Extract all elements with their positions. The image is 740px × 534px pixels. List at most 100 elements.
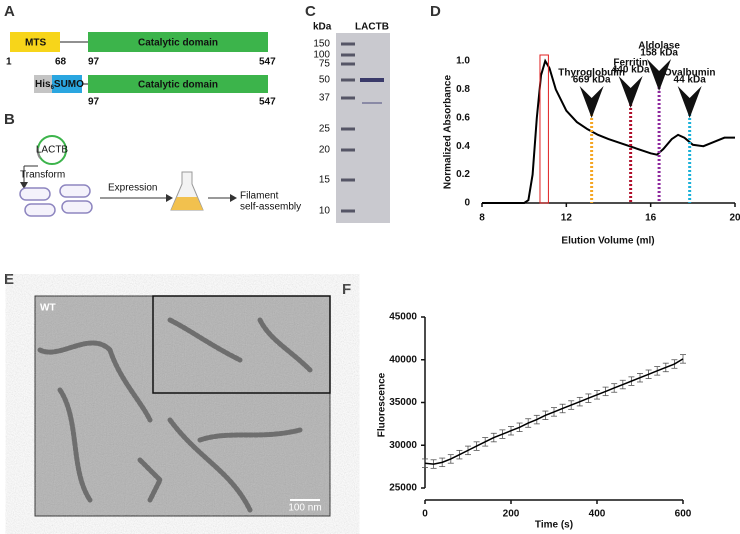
cell	[24, 203, 56, 217]
plasmid-insert	[36, 147, 41, 159]
x-tick-label: 200	[503, 509, 520, 520]
marker-arrow	[618, 76, 643, 108]
em-grain	[35, 296, 330, 516]
cell	[19, 187, 51, 201]
panel-label: B	[4, 111, 15, 128]
marker-size: 440 kDa	[612, 65, 650, 76]
marker-name: Aldolase	[638, 41, 680, 52]
y-tick-label: 0.8	[456, 84, 470, 95]
x-tick-label: 16	[645, 213, 657, 224]
y-tick-label: 0.4	[456, 141, 470, 152]
marker-arrow	[677, 86, 702, 118]
y-tick-label: 40000	[389, 354, 417, 365]
y-axis-label: Fluorescence	[377, 372, 388, 437]
filaments	[37, 317, 313, 513]
plasmid-label: LACTB	[36, 145, 69, 156]
filament	[37, 340, 113, 355]
ladder-band	[341, 53, 355, 57]
x-axis-label: Elution Volume (ml)	[561, 236, 654, 247]
y-tick-label: 35000	[389, 397, 417, 408]
workflow: LACTB Transform Expression Filament self…	[19, 135, 301, 217]
step-label: Transform	[20, 170, 65, 181]
x-tick-label: 8	[479, 213, 485, 224]
domain-diagram: MTS Catalytic domain 1 68 97 547 His6SUM…	[6, 32, 276, 108]
marker-size: 44 kDa	[674, 75, 707, 86]
y-tick-label: 0.2	[456, 169, 470, 180]
domain-label: Catalytic domain	[138, 38, 218, 49]
marker-label: 20	[319, 145, 331, 156]
y-tick-label: 45000	[389, 312, 417, 323]
his-sub: 6	[51, 85, 55, 91]
filament	[197, 427, 303, 443]
x-tick-label: 12	[561, 213, 573, 224]
x-tick-label: 0	[422, 509, 428, 520]
step-label: Expression	[108, 183, 157, 194]
panel-label: F	[342, 281, 351, 298]
y-axis-label: Normalized Absorbance	[443, 75, 454, 190]
his-tag	[34, 75, 52, 93]
ladder-band	[341, 96, 355, 100]
cell	[59, 184, 91, 198]
panel-label: E	[4, 271, 14, 288]
marker-label: 150	[313, 39, 330, 50]
filament	[107, 347, 153, 423]
ladder-band	[341, 148, 355, 152]
step-label: Filament	[240, 191, 279, 202]
marker-label: 10	[319, 206, 331, 217]
domain-label: MTS	[25, 38, 46, 49]
sumo: SUMO	[54, 79, 84, 90]
filament	[167, 317, 243, 363]
position: 97	[88, 97, 100, 108]
inset-frame	[152, 295, 331, 394]
panel-label: A	[4, 3, 15, 20]
marker-name: Ovalbumin	[664, 68, 716, 79]
ladder-band	[341, 42, 355, 46]
ladder-band	[341, 78, 355, 82]
marker-size: 669 kDa	[573, 75, 611, 86]
cells	[19, 184, 93, 217]
marker-arrow	[579, 86, 604, 118]
filament	[257, 317, 313, 373]
marker-name: Ferritin	[613, 58, 647, 69]
tag-label: His6SUMO	[35, 79, 84, 91]
marker-label: 25	[319, 124, 331, 135]
sumo-tag	[52, 75, 82, 93]
marker-arrow	[647, 59, 672, 91]
highlight-box	[539, 54, 549, 204]
filament	[167, 417, 253, 513]
position: 68	[55, 57, 67, 68]
lane-label: LACTB	[355, 22, 389, 33]
marker-label: 50	[319, 75, 331, 86]
gel-unit: kDa	[313, 22, 332, 33]
micrograph: WT 100 nm	[34, 295, 331, 517]
flask-media	[171, 197, 203, 210]
position: 97	[88, 57, 100, 68]
x-tick-label: 400	[589, 509, 606, 520]
marker-label: 100	[313, 50, 330, 61]
protein-band	[362, 102, 382, 104]
x-axis-label: Time (s)	[535, 520, 573, 531]
step-label: self-assembly	[240, 202, 301, 213]
panel-label: D	[430, 3, 441, 20]
marker-label: 37	[319, 93, 331, 104]
sample-label: WT	[40, 303, 56, 314]
ladder-band	[341, 127, 355, 131]
y-tick-label: 0.6	[456, 112, 470, 123]
ladder-band	[341, 178, 355, 182]
catalytic-domain	[88, 75, 268, 93]
line	[424, 358, 684, 465]
protein-band	[360, 78, 384, 82]
position: 1	[6, 57, 12, 68]
x-tick-label: 600	[675, 509, 692, 520]
catalytic-domain	[88, 32, 268, 52]
filament	[57, 387, 93, 503]
y-tick-label: 1.0	[456, 56, 470, 67]
ladder-band	[341, 209, 355, 213]
domain-label: Catalytic domain	[138, 80, 218, 91]
marker-size: 158 kDa	[640, 48, 678, 59]
cell	[61, 200, 93, 214]
y-tick-label: 30000	[389, 440, 417, 451]
marker-label: 75	[319, 59, 331, 70]
position: 547	[259, 97, 276, 108]
